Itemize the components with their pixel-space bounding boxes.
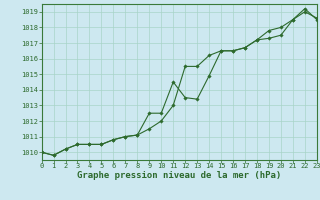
X-axis label: Graphe pression niveau de la mer (hPa): Graphe pression niveau de la mer (hPa) (77, 171, 281, 180)
